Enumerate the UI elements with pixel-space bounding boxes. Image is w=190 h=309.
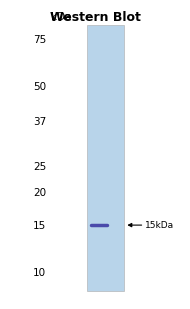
Text: 15kDa: 15kDa: [145, 221, 174, 230]
Bar: [87, 25, 124, 291]
Text: kDa: kDa: [51, 12, 71, 22]
Title: Western Blot: Western Blot: [50, 11, 140, 23]
